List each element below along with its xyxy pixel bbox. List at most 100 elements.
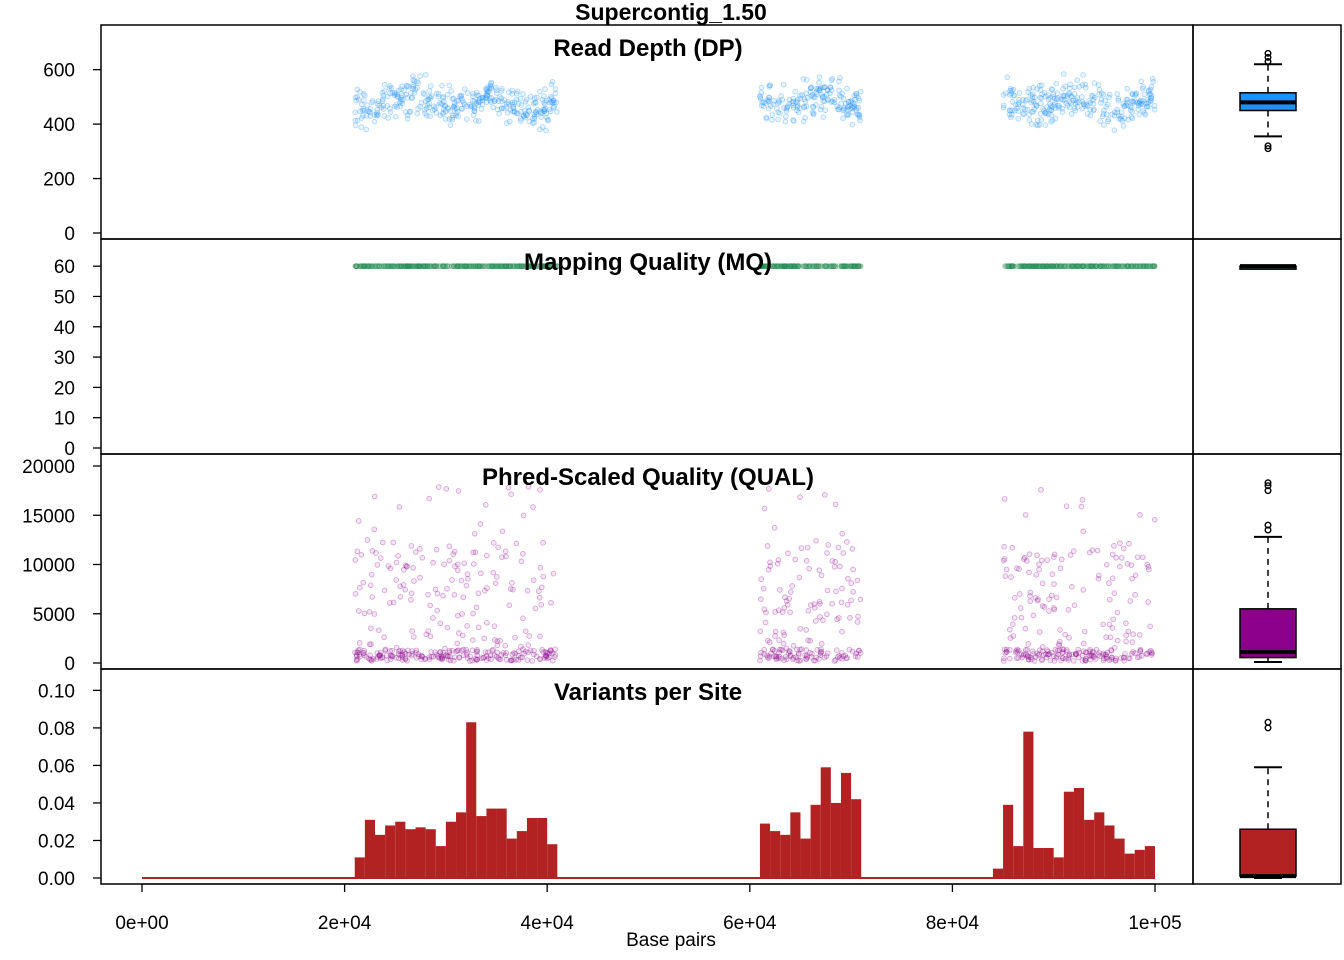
data-point (428, 653, 435, 660)
data-point (843, 655, 849, 662)
data-point (427, 263, 433, 269)
data-point (426, 495, 432, 502)
data-point (369, 263, 376, 269)
data-point (1052, 647, 1059, 653)
data-point (526, 108, 532, 114)
data-point (1144, 263, 1151, 269)
data-point (458, 105, 465, 112)
data-point (376, 263, 382, 269)
data-point (1115, 97, 1122, 104)
data-point (537, 126, 543, 133)
data-point (1008, 263, 1014, 269)
data-point (1140, 263, 1147, 269)
data-point (408, 543, 415, 549)
data-point (1028, 263, 1035, 269)
data-point (554, 263, 561, 269)
data-point (409, 648, 415, 654)
data-point (1033, 572, 1040, 578)
data-point (856, 114, 863, 121)
data-point (1101, 122, 1107, 128)
data-point (1012, 107, 1018, 114)
data-point (817, 87, 823, 93)
bar (364, 819, 375, 878)
data-point (467, 263, 473, 269)
data-point (1119, 118, 1126, 124)
data-point (467, 101, 473, 108)
data-point (456, 263, 463, 269)
data-point (474, 656, 481, 663)
data-point (404, 115, 411, 122)
data-point (827, 84, 834, 91)
data-point (847, 263, 854, 269)
data-point (1121, 115, 1128, 121)
data-point (426, 104, 433, 111)
box (1239, 608, 1297, 659)
data-point (1062, 631, 1068, 638)
data-point (356, 584, 363, 591)
data-point (484, 84, 491, 90)
data-point (393, 102, 399, 108)
data-point (759, 263, 766, 269)
data-point (1130, 263, 1137, 269)
data-point (1022, 97, 1029, 104)
data-point (495, 263, 502, 269)
data-point (497, 263, 504, 269)
y-tick-label: 60 (54, 257, 75, 278)
data-point (489, 263, 495, 269)
data-point (1116, 116, 1123, 122)
data-point (1140, 263, 1146, 269)
data-point (542, 86, 548, 92)
data-point (1134, 263, 1141, 269)
data-point (1038, 263, 1045, 269)
data-point (813, 263, 820, 269)
x-tick-label: 8e+04 (926, 913, 980, 934)
bar (820, 767, 831, 878)
data-point (1099, 263, 1106, 269)
data-point (396, 655, 402, 662)
data-point (487, 263, 494, 269)
data-point (470, 549, 476, 556)
data-point (510, 263, 517, 269)
data-point (815, 263, 821, 269)
data-point (845, 104, 851, 110)
data-point (1012, 649, 1019, 656)
data-point (761, 651, 767, 657)
data-point (484, 92, 491, 99)
data-point (533, 111, 540, 118)
data-point (550, 97, 557, 104)
data-point (410, 76, 416, 83)
data-point (1095, 82, 1102, 88)
data-point (1061, 263, 1067, 269)
data-point (489, 263, 496, 269)
data-point (805, 637, 811, 644)
data-point (455, 263, 461, 269)
data-point (769, 263, 776, 269)
data-point (353, 263, 360, 269)
data-point (413, 263, 420, 269)
data-point (495, 655, 502, 661)
data-point (1044, 263, 1051, 269)
data-point (1091, 653, 1097, 659)
data-point (462, 263, 468, 269)
data-point (1118, 116, 1124, 122)
data-point (407, 263, 414, 269)
data-point (845, 99, 852, 105)
data-point (1091, 106, 1097, 113)
data-point (441, 103, 448, 110)
data-point (406, 263, 413, 269)
data-point (1000, 104, 1007, 111)
data-point (509, 91, 516, 97)
data-point (851, 101, 858, 108)
data-point (1017, 263, 1024, 269)
data-point (472, 549, 479, 556)
data-point (488, 85, 495, 92)
data-point (475, 624, 482, 631)
data-point (362, 92, 368, 99)
data-point (359, 263, 366, 269)
data-point (539, 263, 545, 269)
data-point (850, 566, 856, 573)
data-point (543, 127, 549, 134)
data-point (851, 263, 858, 269)
data-point (357, 108, 363, 115)
data-point (411, 90, 418, 96)
